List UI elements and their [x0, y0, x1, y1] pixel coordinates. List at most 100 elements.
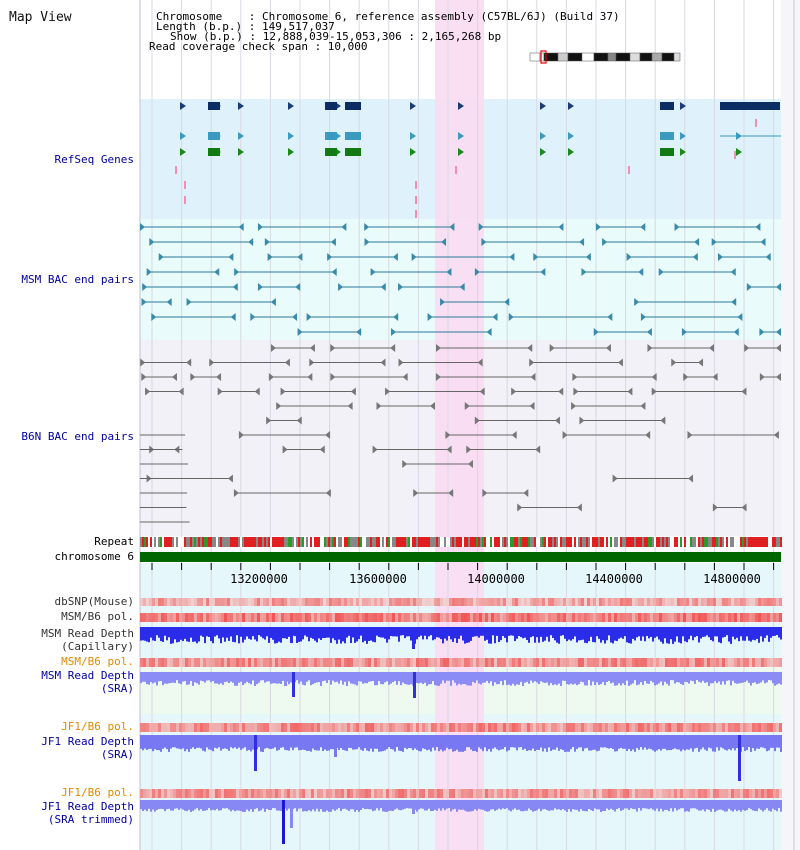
depth-bar: [570, 735, 572, 750]
depth-bar: [400, 672, 402, 686]
heat-cell: [476, 658, 479, 667]
depth-bar: [588, 800, 590, 809]
heat-cell: [449, 613, 452, 622]
msm-bac-end: [446, 268, 452, 276]
heat-cell: [341, 598, 344, 606]
depth-bar: [468, 672, 470, 686]
b6n-bac-end: [529, 358, 535, 367]
depth-bar: [442, 672, 444, 681]
depth-bar: [516, 735, 518, 751]
track-label-msm-bac[interactable]: MSM BAC end pairs: [21, 273, 134, 286]
depth-bar: [628, 800, 630, 810]
b6n-bac-end: [645, 431, 651, 439]
heat-cell: [203, 613, 206, 622]
repeat-segment: [512, 537, 514, 547]
depth-bar: [694, 735, 696, 749]
msm-bac-end: [440, 298, 446, 306]
depth-spike: [292, 672, 295, 697]
heat-cell: [659, 598, 662, 606]
depth-bar: [674, 735, 676, 749]
heat-cell: [755, 658, 758, 667]
depth-bar: [182, 800, 184, 810]
repeat-segment: [258, 537, 260, 547]
repeat-segment: [736, 537, 738, 547]
heat-cell: [188, 789, 191, 798]
heat-cell: [470, 658, 473, 667]
depth-bar: [552, 735, 554, 750]
depth-bar: [498, 627, 500, 643]
heat-cell: [677, 613, 680, 622]
repeat-segment: [692, 537, 694, 547]
heat-cell: [725, 658, 728, 667]
repeat-segment: [304, 537, 306, 547]
heat-cell: [398, 658, 401, 667]
depth-bar: [442, 627, 444, 644]
heat-cell: [167, 598, 170, 606]
heat-cell: [767, 598, 770, 606]
depth-bar: [298, 627, 300, 642]
heat-cell: [761, 613, 764, 622]
depth-bar: [192, 800, 194, 811]
heat-cell: [479, 723, 482, 732]
repeat-segment: [328, 537, 330, 547]
heat-cell: [368, 598, 371, 606]
heat-cell: [542, 789, 545, 798]
b6n-bac-end: [464, 402, 470, 410]
msm-bac-end: [504, 298, 510, 306]
chromosome-ideogram-band: [567, 52, 583, 62]
depth-bar: [194, 735, 196, 750]
repeat-segment: [648, 537, 650, 547]
heat-cell: [494, 658, 497, 667]
depth-bar: [474, 627, 476, 637]
heat-cell: [521, 789, 524, 798]
depth-bar: [182, 735, 184, 749]
depth-bar: [536, 800, 538, 811]
depth-bar: [500, 800, 502, 810]
repeat-segment: [428, 537, 430, 547]
heat-cell: [437, 598, 440, 606]
msm-bac-end: [776, 283, 781, 291]
depth-bar: [452, 800, 454, 810]
depth-bar: [590, 735, 592, 751]
repeat-segment: [292, 537, 294, 547]
depth-bar: [336, 800, 338, 810]
repeat-segment: [148, 537, 150, 547]
heat-cell: [392, 598, 395, 606]
depth-bar: [146, 735, 148, 750]
depth-bar: [150, 800, 152, 812]
depth-bar: [152, 627, 154, 641]
heat-cell: [275, 598, 278, 606]
heat-cell: [695, 598, 698, 606]
depth-bar: [166, 627, 168, 641]
track-label-refseq[interactable]: RefSeq Genes: [54, 153, 134, 166]
depth-bar: [530, 800, 532, 811]
depth-bar: [746, 672, 748, 681]
depth-bar: [192, 672, 194, 686]
heat-cell: [452, 658, 455, 667]
heat-cell: [773, 613, 776, 622]
depth-bar: [400, 627, 402, 636]
track-label-b6n-bac[interactable]: B6N BAC end pairs: [21, 430, 134, 443]
depth-bar: [200, 627, 202, 636]
depth-bar: [440, 800, 442, 811]
repeat-segment: [432, 537, 434, 547]
depth-bar: [614, 735, 616, 752]
heat-cell: [434, 789, 437, 798]
depth-bar: [712, 800, 714, 809]
heat-cell: [182, 613, 185, 622]
heat-cell: [356, 598, 359, 606]
depth-bar: [748, 800, 750, 809]
depth-bar: [598, 735, 600, 751]
repeat-segment: [274, 537, 276, 547]
heat-cell: [263, 613, 266, 622]
msm-bac-end: [737, 313, 743, 321]
depth-bar: [296, 627, 298, 644]
depth-bar: [158, 672, 160, 682]
depth-bar: [606, 735, 608, 748]
depth-bar: [372, 735, 374, 752]
depth-bar: [526, 800, 528, 811]
heat-cell: [458, 658, 461, 667]
refseq-gene-feature: [680, 148, 686, 156]
depth-bar: [578, 735, 580, 748]
